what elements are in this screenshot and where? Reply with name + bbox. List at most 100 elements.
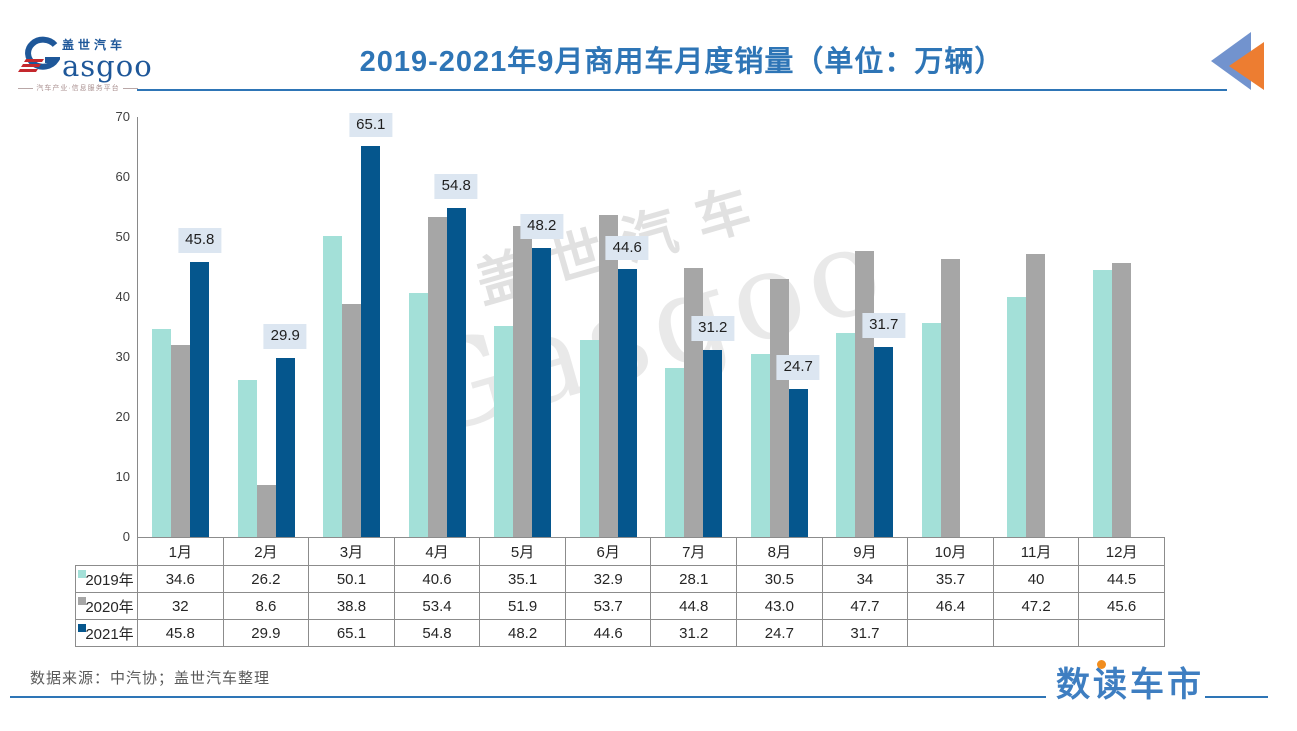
bar-2019年-12月 (1092, 270, 1112, 537)
table-cell: 32 (137, 592, 224, 620)
bar-2020年-4月 (427, 216, 447, 537)
bar-2019年-7月 (665, 368, 685, 537)
data-label-2月: 29.9 (263, 323, 307, 349)
series-row-label: 2020年 (75, 592, 138, 620)
table-cell: 47.7 (821, 592, 909, 620)
bar-2020年-2月 (256, 485, 276, 537)
footer-divider-left (10, 696, 1046, 698)
data-label-8月: 24.7 (776, 355, 820, 380)
bar-2019年-10月 (921, 322, 941, 537)
data-label-9月: 31.7 (862, 313, 906, 338)
data-label-6月: 44.6 (605, 235, 649, 261)
bar-2020年-7月 (684, 268, 704, 537)
table-row: 2020年 32 8.6 38.8 53.4 51.9 53.7 44.8 43.0 47.7 46… (75, 592, 1165, 620)
table-cell: 44.5 (1078, 565, 1165, 593)
bar-2021年-9月 (874, 346, 894, 537)
month-header-cell: 5月 (479, 537, 566, 566)
bar-2019年-2月 (237, 379, 257, 537)
bar-2021年-6月 (617, 269, 637, 537)
table-cell: 34 (821, 565, 909, 593)
bar-2021年-7月 (703, 349, 723, 537)
bar-2020年-8月 (769, 279, 789, 537)
series-row-label: 2019年 (75, 565, 138, 593)
table-cell: 53.4 (393, 592, 481, 620)
table-cell (907, 619, 994, 647)
data-label-7月: 31.2 (691, 316, 735, 341)
month-header-cell: 9月 (821, 537, 909, 566)
bar-2021年-5月 (532, 247, 552, 537)
data-source-note: 数据来源：中汽协；盖世汽车整理 (30, 670, 271, 687)
table-cell: 8.6 (222, 592, 310, 620)
table-cell: 26.2 (222, 565, 310, 593)
month-header-cell: 4月 (393, 537, 481, 566)
bar-2019年-3月 (323, 236, 343, 537)
bar-2020年-12月 (1111, 263, 1131, 537)
bar-2019年-9月 (836, 333, 856, 537)
bar-2020年-11月 (1026, 253, 1046, 537)
table-cell: 65.1 (308, 619, 395, 647)
month-header-cell: 3月 (308, 537, 395, 566)
footer-brand-text: 数读车市 (1056, 666, 1204, 704)
table-cell: 45.6 (1078, 592, 1165, 620)
data-label-1月: 45.8 (178, 228, 222, 254)
table-corner-cell (76, 538, 138, 566)
table-cell: 30.5 (736, 565, 823, 593)
table-cell: 24.7 (736, 619, 823, 647)
table-cell: 47.2 (992, 592, 1080, 620)
logo-brand-cn: 盖世汽车 (62, 37, 127, 52)
data-label-4月: 54.8 (434, 174, 478, 200)
footer-divider-right (1205, 696, 1268, 698)
month-header-cell: 2月 (222, 537, 310, 566)
bar-2020年-5月 (513, 225, 533, 537)
table-cell: 34.6 (137, 565, 224, 593)
y-axis-tick-label: 10 (115, 469, 130, 484)
bar-2021年-4月 (446, 208, 466, 537)
bar-2020年-9月 (855, 250, 875, 537)
table-cell: 45.8 (137, 619, 224, 647)
bar-2019年-11月 (1007, 297, 1027, 537)
y-axis-tick-label: 30 (115, 349, 130, 364)
table-cell: 51.9 (479, 592, 566, 620)
y-axis-tick-label: 50 (115, 229, 130, 244)
month-header-cell: 6月 (564, 537, 652, 566)
table-cell: 31.7 (821, 619, 909, 647)
data-label-3月: 65.1 (349, 112, 393, 138)
bar-chart-plot-area: 盖世汽车 Gasgoo 45.8 29.9 65.1 54.8 48.2 44.6 31.2… (138, 112, 1164, 537)
month-header-cell: 8月 (736, 537, 823, 566)
footer-brand-dot-icon (1097, 660, 1106, 669)
bar-2021年-2月 (275, 357, 295, 537)
table-cell: 53.7 (564, 592, 652, 620)
table-row: 2019年 34.6 26.2 50.1 40.6 35.1 32.9 28.1 30.5 34 3… (75, 565, 1165, 593)
header-divider (137, 89, 1227, 91)
bar-2021年-1月 (190, 262, 210, 537)
table-cell: 44.6 (564, 619, 652, 647)
table-cell (992, 619, 1080, 647)
y-axis-tick-label: 20 (115, 409, 130, 424)
table-cell: 38.8 (308, 592, 395, 620)
gasgoo-g-icon (18, 34, 62, 79)
y-axis-tick-label: 60 (115, 169, 130, 184)
bar-2020年-10月 (940, 258, 960, 537)
table-cell: 35.7 (907, 565, 994, 593)
bar-2021年-3月 (361, 146, 381, 537)
y-axis-tick-label: 40 (115, 289, 130, 304)
logo-tagline-dash (122, 87, 138, 89)
data-label-5月: 48.2 (520, 214, 564, 239)
logo-tagline: 汽车产业·信息服务平台 (36, 85, 120, 92)
series-row-label: 2021年 (75, 619, 138, 647)
table-cell (1078, 619, 1165, 647)
chart-data-table: 1月 2月 3月 4月 5月 6月 7月 8月 9月 10月 11月 12月 2019年 34.6 26.2… (75, 537, 1165, 647)
table-cell: 44.8 (650, 592, 738, 620)
gasgoo-logo: 盖世汽车 asgoo 汽车产业·信息服务平台 (18, 34, 152, 93)
bar-2020年-6月 (598, 214, 618, 537)
table-cell: 46.4 (907, 592, 994, 620)
table-cell: 40.6 (393, 565, 481, 593)
month-header-cell: 7月 (650, 537, 738, 566)
table-cell: 29.9 (222, 619, 310, 647)
table-cell: 54.8 (393, 619, 481, 647)
month-header-cell: 11月 (992, 537, 1080, 566)
y-axis-tick-label: 0 (122, 529, 130, 544)
y-axis-tick-label: 70 (115, 109, 130, 124)
bar-2019年-4月 (408, 293, 428, 537)
